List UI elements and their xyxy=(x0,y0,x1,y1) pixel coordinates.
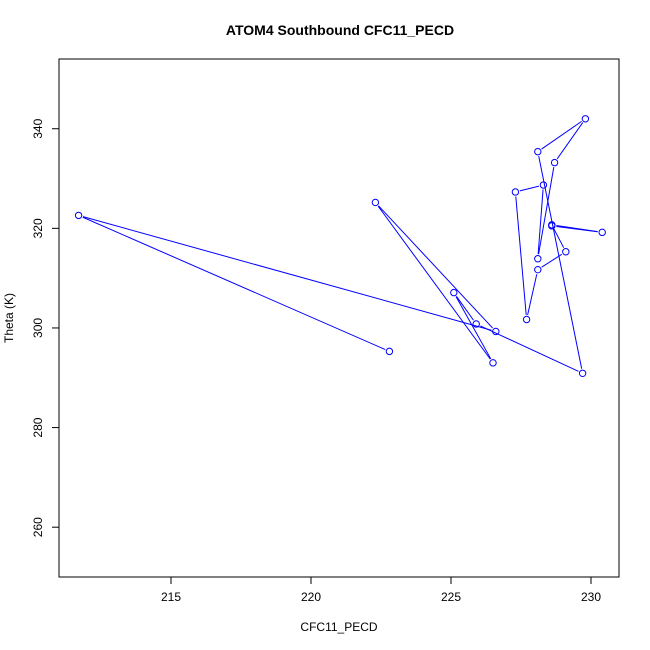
data-point xyxy=(534,147,542,156)
y-tick-label: 260 xyxy=(31,517,45,537)
series-segment xyxy=(541,120,582,150)
series-segment xyxy=(82,216,492,331)
data-point xyxy=(489,359,497,367)
x-axis-label: CFC11_PECD xyxy=(300,620,377,634)
series-segment xyxy=(538,167,555,255)
data-point xyxy=(534,255,542,263)
series-layer xyxy=(74,115,606,377)
y-axis-label: Theta (K) xyxy=(2,293,16,343)
data-point xyxy=(598,228,606,237)
x-tick-label: 230 xyxy=(581,590,601,604)
y-tick-label: 340 xyxy=(31,118,45,138)
series-segment xyxy=(556,122,584,160)
series-segment xyxy=(556,225,598,233)
chart-title: ATOM4 Southbound CFC11_PECD xyxy=(226,22,454,38)
data-point xyxy=(578,369,587,377)
y-tick-label: 300 xyxy=(31,318,45,338)
data-point xyxy=(472,320,480,328)
plot-frame xyxy=(58,58,620,578)
series-segment xyxy=(527,274,538,316)
data-point xyxy=(450,288,458,297)
x-tick-label: 215 xyxy=(161,590,181,604)
series-segment xyxy=(541,253,563,268)
data-point xyxy=(581,115,590,123)
y-axis: 260 280 300 320 340 xyxy=(31,118,60,537)
series-segment xyxy=(456,296,474,321)
data-point xyxy=(562,248,570,256)
data-point xyxy=(74,211,83,220)
data-point xyxy=(511,188,520,196)
data-point xyxy=(534,265,542,274)
data-point xyxy=(522,315,531,324)
data-point xyxy=(548,222,556,230)
x-tick-label: 225 xyxy=(441,590,461,604)
data-point xyxy=(492,327,500,336)
y-tick-label: 280 xyxy=(31,417,45,437)
data-point xyxy=(371,198,380,207)
data-point xyxy=(539,181,548,189)
x-tick-label: 220 xyxy=(301,590,321,604)
y-tick-label: 320 xyxy=(31,218,45,238)
series-segment xyxy=(537,189,544,255)
series-segment xyxy=(515,196,527,315)
series-segment xyxy=(480,325,579,372)
series-segment xyxy=(377,205,491,360)
data-point xyxy=(385,347,394,356)
series-segment xyxy=(553,228,565,248)
x-axis: 215 220 225 230 xyxy=(161,576,601,604)
series-segment xyxy=(455,296,492,360)
series-segment xyxy=(538,156,583,369)
series-segment xyxy=(519,185,540,192)
data-point xyxy=(550,158,559,167)
series-segment xyxy=(82,216,386,350)
series-segment xyxy=(378,205,494,329)
